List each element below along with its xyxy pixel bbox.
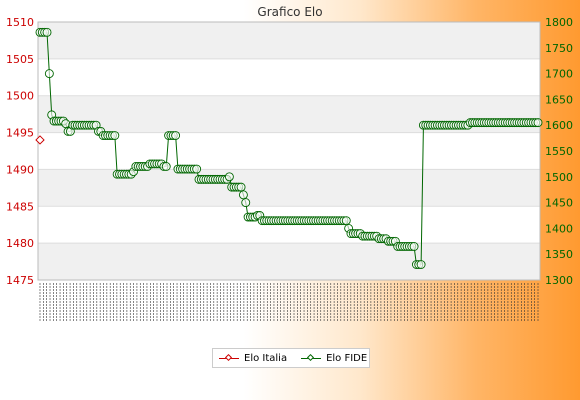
- y-left-tick-label: 1505: [6, 53, 34, 66]
- data-point-elo-fide: [236, 182, 246, 192]
- legend-item-elo-fide: Elo FIDE: [301, 353, 367, 364]
- data-point-elo-fide: [238, 190, 248, 200]
- y-left-tick-label: 1495: [6, 127, 34, 140]
- y-right-tick-label: 1350: [545, 248, 573, 261]
- data-point-elo-fide: [409, 242, 419, 251]
- y-left-tick-label: 1485: [6, 200, 34, 213]
- y-right-tick-label: 1700: [545, 68, 573, 81]
- y-right-tick-label: 1500: [545, 171, 573, 184]
- plot-area: [38, 22, 540, 280]
- data-point-elo-fide: [224, 172, 234, 182]
- legend-label-elo-italia: Elo Italia: [244, 352, 288, 364]
- y-left-tick-label: 1475: [6, 274, 34, 287]
- data-point-elo-italia: [35, 135, 45, 145]
- y-right-tick-label: 1650: [545, 93, 573, 106]
- data-point-elo-fide: [42, 27, 52, 37]
- y-left-tick-label: 1490: [6, 163, 34, 176]
- y-left-tick-label: 1500: [6, 90, 34, 103]
- y-right-tick-label: 1450: [545, 197, 573, 210]
- y-right-tick-label: 1750: [545, 42, 573, 55]
- data-point-elo-fide: [533, 118, 543, 128]
- y-right-tick-label: 1600: [545, 119, 573, 132]
- data-point-elo-fide: [416, 260, 426, 269]
- data-point-elo-fide: [171, 131, 181, 140]
- y-right-tick-label: 1550: [545, 145, 573, 158]
- grid-band: [38, 243, 540, 280]
- y-left-tick-label: 1480: [6, 237, 34, 250]
- plot-border: [37, 21, 541, 281]
- legend-label-elo-fide: Elo FIDE: [326, 352, 368, 364]
- y-left-tick-label: 1510: [6, 16, 34, 29]
- legend-swatch-elo-fide: [301, 353, 322, 363]
- data-point-elo-fide: [110, 131, 120, 140]
- data-point-elo-fide: [161, 162, 171, 171]
- legend-swatch-elo-italia: [219, 353, 239, 363]
- grid-band: [38, 22, 540, 59]
- data-point-elo-fide: [192, 164, 202, 174]
- data-point-elo-fide: [241, 198, 251, 208]
- chart-legend: Elo Italia Elo FIDE: [212, 348, 370, 368]
- chart-title: Grafico Elo: [257, 5, 322, 19]
- y-right-tick-label: 1800: [545, 16, 573, 29]
- data-point-elo-fide: [341, 216, 351, 226]
- data-point-elo-fide: [44, 69, 54, 79]
- y-right-tick-label: 1300: [545, 274, 573, 287]
- legend-item-elo-italia: Elo Italia: [219, 353, 287, 364]
- y-right-tick-label: 1400: [545, 222, 573, 235]
